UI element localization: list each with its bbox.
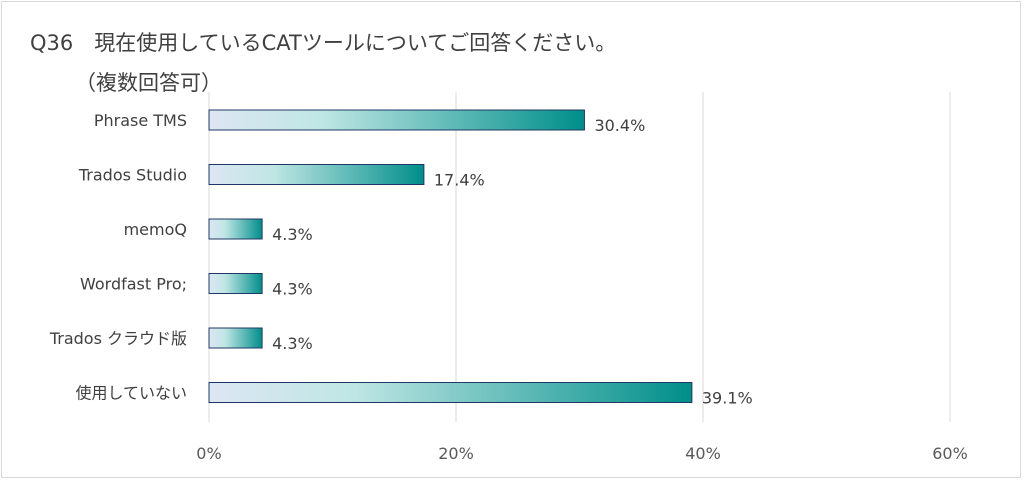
data-label: 30.4% bbox=[594, 116, 645, 135]
bar bbox=[208, 109, 585, 131]
category-label: Trados Studio bbox=[78, 166, 187, 185]
category-label: 使用していない bbox=[75, 384, 187, 403]
bar bbox=[208, 382, 693, 403]
bar bbox=[208, 164, 425, 185]
chart-subtitle: （複数回答可） bbox=[75, 71, 222, 95]
data-label: 39.1% bbox=[702, 389, 753, 408]
data-label: 4.3% bbox=[272, 280, 313, 299]
x-tick-label: 60% bbox=[932, 444, 968, 463]
bars bbox=[208, 109, 693, 403]
data-label: 4.3% bbox=[272, 225, 313, 244]
category-label: memoQ bbox=[124, 220, 187, 239]
gridlines bbox=[208, 92, 951, 422]
bar bbox=[208, 327, 263, 349]
bar bbox=[208, 273, 263, 294]
category-label: Phrase TMS bbox=[94, 111, 187, 130]
x-tick-label: 20% bbox=[438, 444, 474, 463]
data-label: 4.3% bbox=[272, 334, 313, 353]
x-tick-label: 0% bbox=[196, 444, 221, 463]
category-label: Trados クラウド版 bbox=[49, 329, 187, 348]
x-tick-label: 40% bbox=[685, 444, 721, 463]
chart-title: Q36 現在使用しているCATツールについてご回答ください。 bbox=[30, 31, 617, 55]
labels: 0% 20% 40% 60% Phrase TMS 30.4% Trados Studio 1… bbox=[49, 111, 968, 463]
bar bbox=[208, 218, 263, 240]
category-label: Wordfast Pro; bbox=[80, 275, 187, 294]
data-label: 17.4% bbox=[434, 171, 485, 190]
